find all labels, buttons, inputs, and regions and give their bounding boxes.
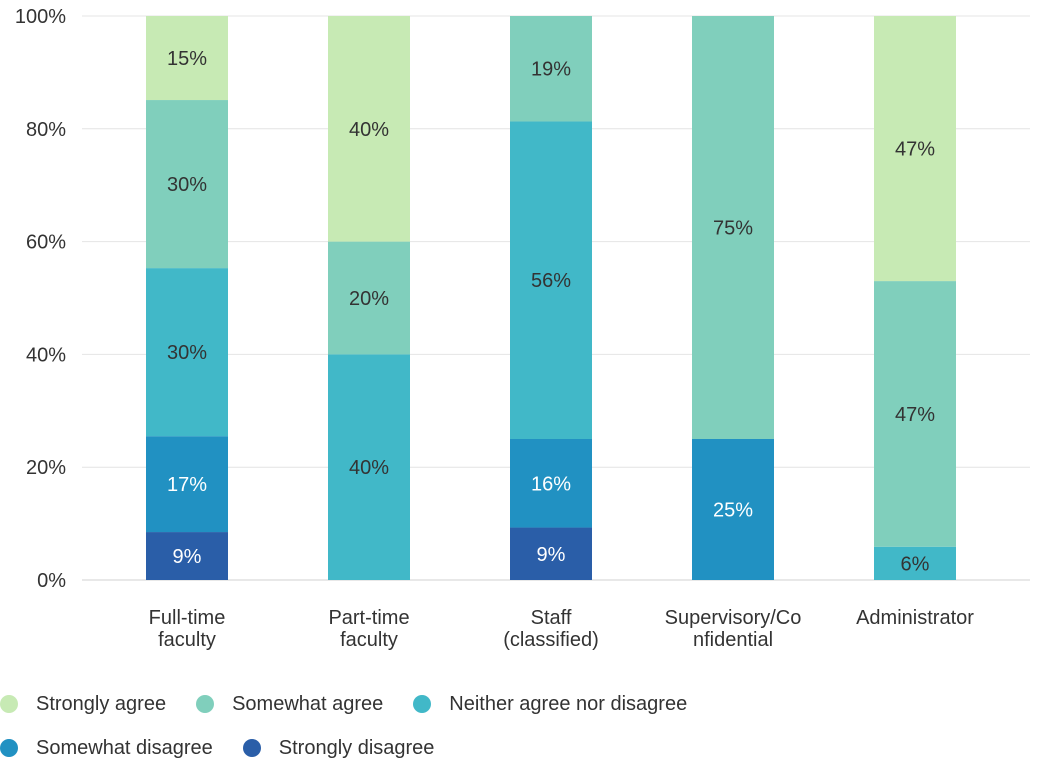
y-tick-label: 80% (26, 119, 66, 141)
x-tick-label: Full-time (149, 607, 226, 629)
legend-item: Neither agree nor disagree (413, 693, 687, 716)
data-label: 6% (901, 553, 930, 575)
legend-row-2: Somewhat disagree Strongly disagree (0, 733, 464, 763)
legend-item: Strongly disagree (243, 737, 435, 760)
x-tick-label: faculty (340, 629, 398, 651)
data-label: 75% (713, 218, 753, 240)
data-label: 25% (713, 500, 753, 522)
data-label: 40% (349, 457, 389, 479)
data-label: 56% (531, 270, 571, 292)
data-label: 47% (895, 404, 935, 426)
legend-swatch (196, 695, 214, 713)
data-label: 40% (349, 119, 389, 141)
x-tick-label: Administrator (856, 607, 974, 629)
data-label: 17% (167, 474, 207, 496)
y-tick-label: 40% (26, 344, 66, 366)
legend-swatch (0, 695, 18, 713)
legend-swatch (413, 695, 431, 713)
legend-swatch (243, 739, 261, 757)
data-label: 30% (167, 342, 207, 364)
x-tick-label: Supervisory/Co (665, 607, 802, 629)
data-label: 16% (531, 473, 571, 495)
legend-label: Somewhat agree (232, 693, 383, 716)
x-tick-label: Staff (531, 607, 572, 629)
data-label: 19% (531, 59, 571, 81)
x-tick-label: nfidential (693, 629, 773, 651)
y-tick-label: 100% (15, 6, 66, 28)
legend-item: Somewhat disagree (0, 737, 213, 760)
x-tick-label: Part-time (328, 607, 409, 629)
legend-label: Strongly disagree (279, 737, 435, 760)
data-label: 20% (349, 288, 389, 310)
legend-label: Somewhat disagree (36, 737, 213, 760)
data-label: 47% (895, 139, 935, 161)
legend-item: Strongly agree (0, 693, 166, 716)
data-label: 30% (167, 174, 207, 196)
legend-row-1: Strongly agree Somewhat agree Neither agre… (0, 689, 717, 719)
y-tick-label: 0% (37, 570, 66, 592)
data-label: 9% (173, 546, 202, 568)
stacked-bar-chart: 0% 20% 40% 60% 80% 100% 9% 17% 30% 30% 15% Full-tim… (0, 0, 1037, 680)
data-label: 15% (167, 48, 207, 70)
x-tick-label: (classified) (503, 629, 599, 651)
legend-label: Neither agree nor disagree (449, 693, 687, 716)
legend-item: Somewhat agree (196, 693, 383, 716)
y-tick-label: 20% (26, 457, 66, 479)
y-tick-label: 60% (26, 232, 66, 254)
x-tick-label: faculty (158, 629, 216, 651)
legend-swatch (0, 739, 18, 757)
legend-label: Strongly agree (36, 693, 166, 716)
data-label: 9% (537, 544, 566, 566)
